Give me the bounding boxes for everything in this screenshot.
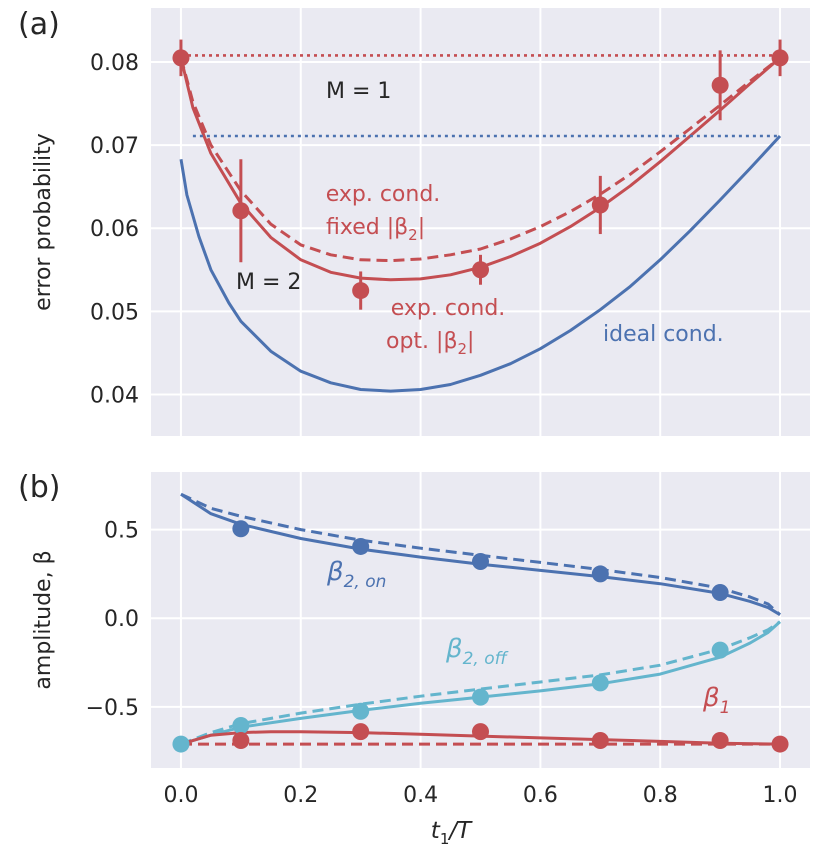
series-line	[179, 56, 781, 282]
panel-b-y-axis-label: amplitude, β	[31, 550, 56, 689]
panel-a-y-ticks: 0.04 0.05 0.06 0.07 0.08	[90, 51, 139, 408]
xlabel-t: t	[431, 818, 441, 844]
y-tick-label: 0.07	[90, 134, 139, 159]
x-tick-label: 1.0	[763, 783, 798, 808]
panel-a-y-axis-label: error probability	[31, 133, 56, 311]
data-point	[711, 584, 729, 602]
beta-1-sub: 1	[720, 698, 731, 718]
data-point	[472, 723, 489, 741]
panel-b-y-ticks: −0.5 0.0 0.5	[86, 519, 139, 721]
data-point	[591, 196, 609, 214]
annotation-opt-text: opt. |β	[386, 329, 458, 354]
data-point	[352, 537, 370, 555]
x-tick-label: 0.8	[643, 783, 678, 808]
series-line	[179, 134, 782, 393]
data-point	[591, 674, 609, 692]
data-point	[591, 565, 609, 583]
panel-b-x-axis-label: t1/T	[431, 818, 473, 848]
data-point	[172, 49, 190, 67]
series-line	[180, 620, 781, 746]
data-point	[711, 641, 729, 659]
y-tick-label: 0.06	[90, 217, 139, 242]
y-tick-label: 0.08	[90, 51, 139, 76]
annotation-m1: M = 1	[326, 79, 391, 104]
xlabel-rest: /T	[447, 818, 473, 844]
data-point	[352, 702, 370, 720]
annotation-fixed-text: fixed |β	[326, 215, 408, 240]
beta-off-symbol: β	[445, 634, 463, 664]
panel-a-grid	[151, 8, 810, 436]
annotation-fixed-sub: 2	[408, 226, 418, 244]
panel-a-points	[172, 39, 789, 310]
beta-on-symbol: β	[326, 557, 344, 587]
panel-b-background	[151, 472, 810, 768]
data-point	[472, 688, 489, 706]
panel-a: 0.04 0.05 0.06 0.07 0.08 (a) error probabili…	[18, 7, 810, 436]
x-tick-label: 0.0	[163, 783, 198, 808]
label-beta-1: β1	[702, 683, 730, 718]
data-point	[591, 732, 609, 750]
y-tick-label: −0.5	[86, 696, 139, 721]
panel-b-label: (b)	[18, 470, 60, 505]
annotation-opt-line2: opt. |β2|	[386, 329, 474, 358]
panel-b-points	[172, 520, 789, 753]
panel-b-x-ticks: 0.0 0.2 0.4 0.6 0.8 1.0	[163, 783, 797, 808]
y-tick-label: 0.0	[104, 607, 139, 632]
data-point	[472, 553, 489, 571]
annotation-opt-bar: |	[467, 329, 474, 354]
panel-b-curves	[180, 492, 782, 746]
data-point	[711, 76, 729, 94]
panel-a-curves	[179, 54, 782, 393]
data-point	[352, 282, 370, 300]
annotation-fixed-line2: fixed |β2|	[326, 215, 425, 244]
panel-b: −0.5 0.0 0.5 0.0 0.2 0.4 0.6 0.8 1.0 (b) amplit…	[18, 470, 810, 848]
series-line	[180, 620, 781, 746]
x-tick-label: 0.4	[403, 783, 438, 808]
y-tick-label: 0.04	[90, 383, 139, 408]
annotation-m2: M = 2	[236, 270, 301, 295]
data-point	[232, 716, 250, 734]
data-point	[711, 732, 729, 750]
series-line	[180, 492, 781, 616]
annotation-ideal: ideal cond.	[603, 322, 724, 347]
xlabel-sub: 1	[440, 830, 450, 848]
y-tick-label: 0.5	[104, 519, 139, 544]
label-beta-2-off: β2, off	[445, 634, 509, 669]
annotation-fixed-bar: |	[418, 215, 425, 240]
data-point	[232, 520, 250, 538]
beta-on-sub: 2, on	[344, 572, 387, 592]
data-point	[771, 735, 789, 753]
x-tick-label: 0.6	[523, 783, 558, 808]
label-beta-2-on: β2, on	[326, 557, 386, 592]
data-point	[232, 202, 250, 220]
annotation-opt-line1: exp. cond.	[391, 296, 506, 321]
data-point	[232, 732, 250, 750]
annotation-fixed-line1: exp. cond.	[326, 182, 441, 207]
panel-a-background	[151, 8, 810, 436]
x-tick-label: 0.2	[283, 783, 318, 808]
data-point	[352, 723, 370, 741]
data-point	[472, 261, 489, 279]
series-line	[179, 56, 781, 263]
panel-a-label: (a)	[18, 7, 60, 42]
series-line	[180, 492, 782, 616]
annotation-opt-sub: 2	[458, 340, 468, 358]
beta-off-sub: 2, off	[463, 649, 509, 669]
data-point	[172, 735, 190, 753]
y-tick-label: 0.05	[90, 300, 139, 325]
data-point	[771, 49, 789, 67]
beta-1-symbol: β	[702, 683, 720, 713]
